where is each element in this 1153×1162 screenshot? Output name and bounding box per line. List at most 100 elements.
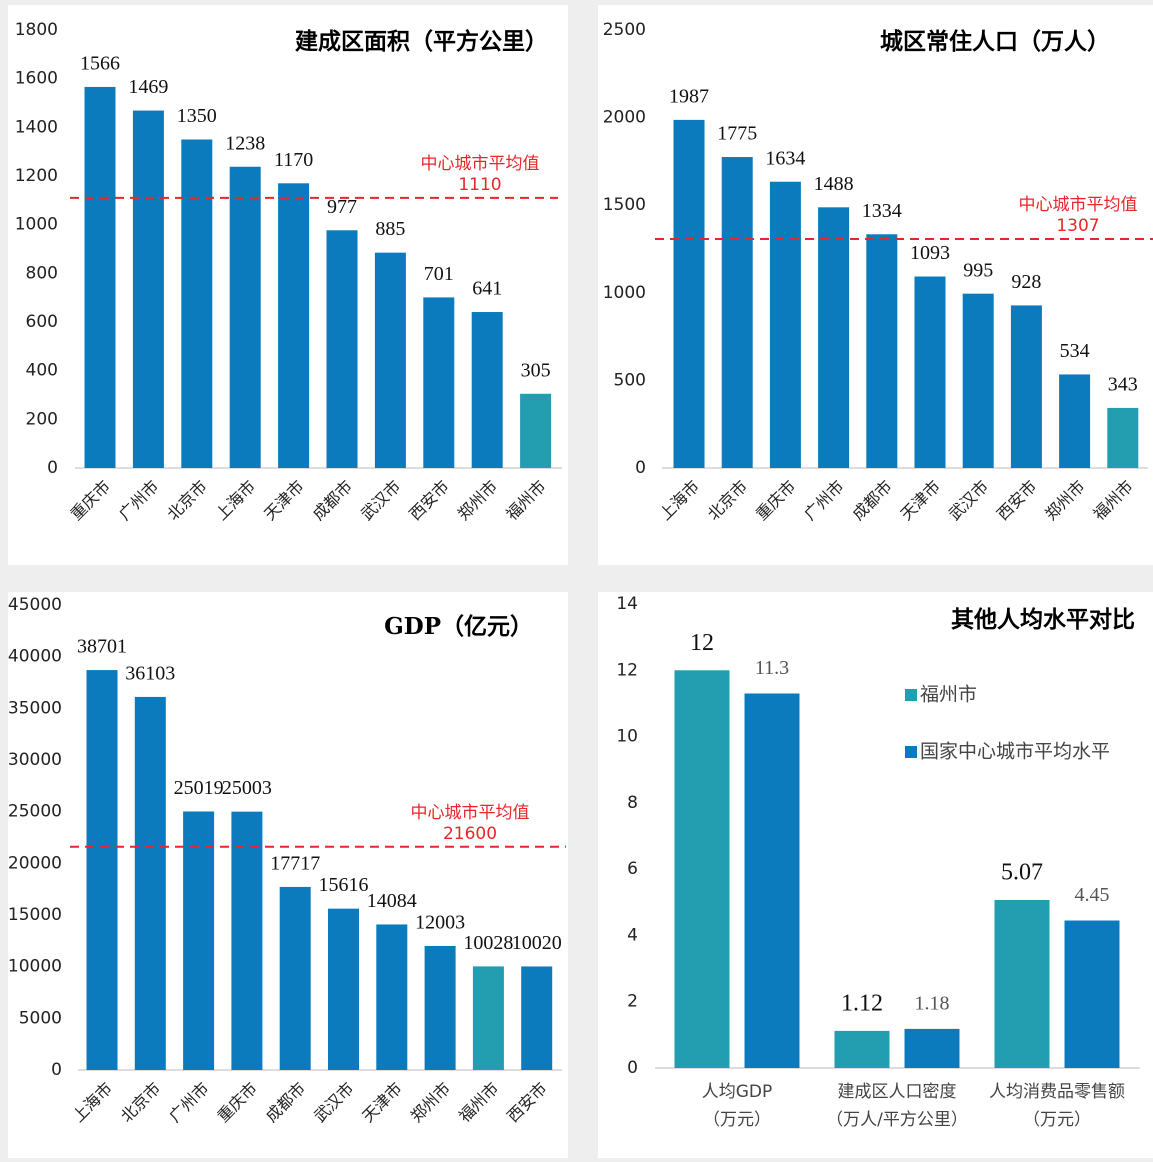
value-label: 1634 bbox=[765, 147, 805, 169]
y-tick-label: 10000 bbox=[8, 957, 62, 977]
value-label: 928 bbox=[1011, 271, 1041, 293]
y-tick-label: 20000 bbox=[8, 853, 62, 873]
x-tick-label: 人均消费品零售额 bbox=[989, 1082, 1125, 1102]
reference-label: 中心城市平均值 bbox=[1019, 195, 1138, 215]
y-tick-label: 15000 bbox=[8, 905, 62, 925]
value-label: 1093 bbox=[910, 242, 950, 264]
y-tick-label: 45000 bbox=[8, 595, 62, 615]
value-label: 641 bbox=[472, 278, 502, 300]
y-tick-label: 1400 bbox=[15, 117, 58, 137]
value-label: 11.3 bbox=[755, 657, 789, 679]
value-label: 534 bbox=[1060, 340, 1090, 362]
bar bbox=[279, 886, 311, 1070]
y-tick-label: 500 bbox=[614, 370, 646, 390]
y-tick-label: 200 bbox=[26, 409, 58, 429]
bar bbox=[721, 157, 753, 468]
bar bbox=[424, 945, 456, 1070]
bar bbox=[181, 139, 213, 468]
value-label: 701 bbox=[424, 263, 454, 285]
x-tick-label: 建成区人口密度 bbox=[838, 1082, 957, 1102]
value-label: 5.07 bbox=[1001, 859, 1043, 885]
value-label: 14084 bbox=[367, 890, 417, 912]
value-label: 1350 bbox=[177, 105, 217, 127]
bar bbox=[86, 670, 118, 1070]
value-label: 1987 bbox=[669, 85, 709, 107]
bar bbox=[1059, 374, 1091, 468]
bar bbox=[471, 312, 503, 468]
value-label: 12003 bbox=[415, 912, 465, 934]
bar bbox=[914, 276, 946, 468]
bar bbox=[278, 183, 310, 469]
value-label: 305 bbox=[521, 359, 551, 381]
y-tick-label: 10 bbox=[616, 727, 638, 747]
bar bbox=[769, 181, 801, 468]
bar bbox=[326, 230, 358, 468]
bar bbox=[374, 252, 406, 468]
bar bbox=[183, 811, 215, 1070]
y-tick-label: 8 bbox=[627, 793, 638, 813]
y-tick-label: 2000 bbox=[603, 108, 646, 128]
x-tick-label: （万元） bbox=[703, 1110, 771, 1130]
value-label: 1334 bbox=[862, 200, 902, 222]
bar bbox=[84, 86, 116, 468]
bar bbox=[376, 924, 408, 1070]
y-tick-label: 6 bbox=[627, 859, 638, 879]
value-label: 995 bbox=[963, 259, 993, 281]
bar bbox=[520, 393, 552, 468]
value-label: 10028 bbox=[463, 932, 513, 954]
bar bbox=[1010, 305, 1042, 468]
legend-label: 福州市 bbox=[920, 684, 977, 706]
bar bbox=[1107, 407, 1139, 468]
bar bbox=[423, 297, 455, 468]
x-tick-label: 人均GDP bbox=[702, 1082, 773, 1102]
value-label: 10020 bbox=[512, 932, 562, 954]
y-tick-label: 1800 bbox=[15, 20, 58, 40]
value-label: 343 bbox=[1108, 374, 1138, 396]
legend-swatch bbox=[905, 746, 917, 758]
y-tick-label: 40000 bbox=[8, 647, 62, 667]
value-label: 1238 bbox=[225, 132, 265, 154]
y-tick-label: 1500 bbox=[603, 195, 646, 215]
chart-title: 其他人均水平对比 bbox=[951, 606, 1135, 633]
bar bbox=[229, 166, 261, 468]
y-tick-label: 1200 bbox=[15, 166, 58, 186]
y-tick-label: 0 bbox=[635, 458, 646, 478]
reference-label: 中心城市平均值 bbox=[411, 803, 530, 823]
value-label: 4.45 bbox=[1075, 884, 1110, 906]
chart-title: 城区常住人口（万人） bbox=[880, 28, 1110, 55]
y-tick-label: 800 bbox=[26, 263, 58, 283]
y-tick-label: 5000 bbox=[19, 1008, 62, 1028]
y-tick-label: 1600 bbox=[15, 69, 58, 89]
bar bbox=[962, 293, 994, 468]
chart-title: 建成区面积（平方公里） bbox=[295, 28, 548, 55]
y-tick-label: 12 bbox=[616, 660, 638, 680]
y-tick-label: 0 bbox=[47, 458, 58, 478]
value-label: 885 bbox=[375, 218, 405, 240]
bar bbox=[1064, 920, 1120, 1068]
value-label: 25019 bbox=[174, 777, 224, 799]
bar bbox=[472, 966, 504, 1070]
value-label: 17717 bbox=[270, 853, 320, 875]
reference-value: 1307 bbox=[1056, 216, 1099, 236]
y-tick-label: 1000 bbox=[15, 215, 58, 235]
bar bbox=[521, 966, 553, 1070]
y-tick-label: 600 bbox=[26, 312, 58, 332]
bar bbox=[134, 696, 166, 1070]
y-tick-label: 0 bbox=[627, 1058, 638, 1078]
bar bbox=[673, 119, 705, 469]
bar bbox=[834, 1030, 890, 1068]
bar bbox=[904, 1028, 960, 1068]
value-label: 1469 bbox=[128, 76, 168, 98]
value-label: 12 bbox=[690, 630, 714, 656]
y-tick-label: 4 bbox=[627, 925, 638, 945]
y-tick-label: 35000 bbox=[8, 698, 62, 718]
value-label: 1.18 bbox=[915, 992, 950, 1014]
y-tick-label: 400 bbox=[26, 361, 58, 381]
y-tick-label: 25000 bbox=[8, 802, 62, 822]
y-tick-label: 2500 bbox=[603, 20, 646, 40]
reference-value: 21600 bbox=[443, 824, 497, 844]
value-label: 38701 bbox=[77, 636, 127, 658]
value-label: 15616 bbox=[319, 874, 369, 896]
y-tick-label: 1000 bbox=[603, 283, 646, 303]
reference-value: 1110 bbox=[458, 175, 501, 195]
